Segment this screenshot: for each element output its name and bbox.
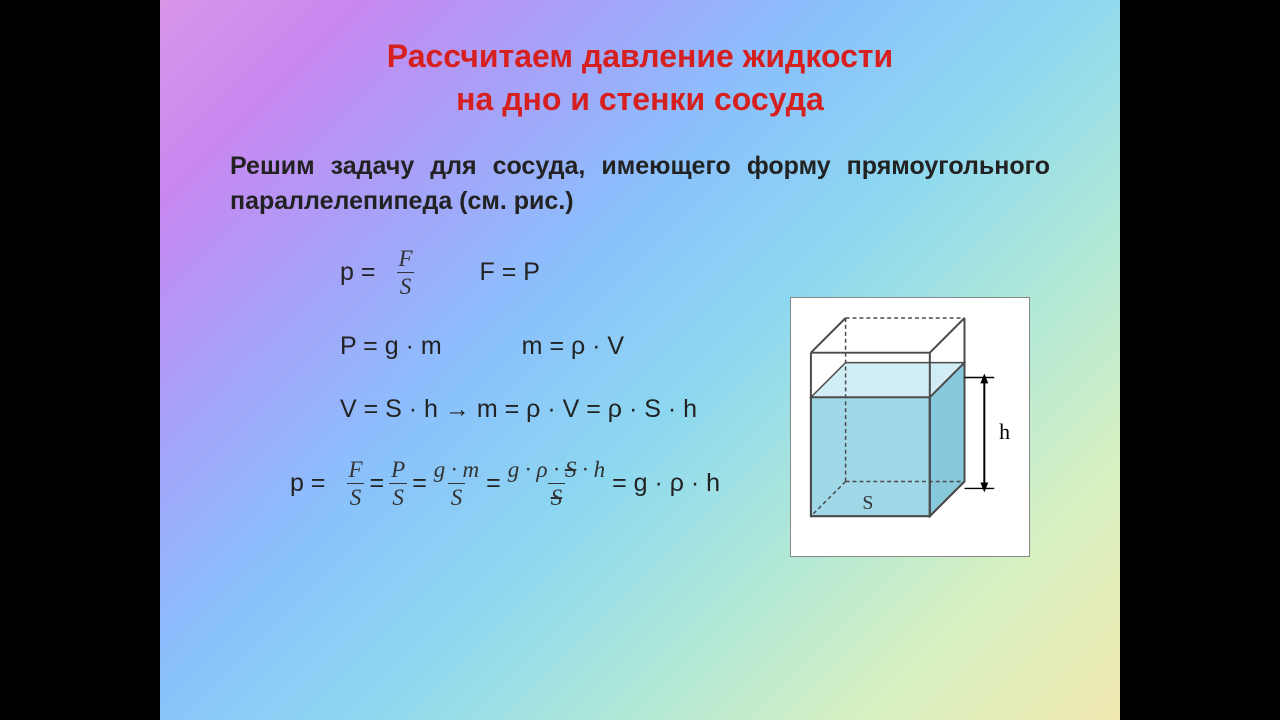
eq4-frac-2: P S [388, 458, 408, 509]
eq4-eq-3: = [486, 469, 501, 498]
label-s: S [862, 493, 873, 515]
eq2-b: m = ρ · V [522, 332, 624, 361]
eq2-a: P = g · m [340, 332, 442, 361]
eq1-fraction: F S [395, 247, 415, 298]
eq3-text: V = S · h → m = ρ · V = ρ · S · h [340, 395, 697, 424]
title-line-1: Рассчитаем давление жидкости [387, 38, 893, 74]
eq4-frac-4: g · ρ · S · h S [505, 458, 608, 509]
intro-text: Решим задачу для сосуда, имеющего форму … [230, 149, 1050, 219]
slide-title: Рассчитаем давление жидкости на дно и ст… [230, 35, 1050, 121]
eq4-start: p = [290, 469, 325, 498]
eq1-rhs: F = P [480, 258, 540, 287]
slide: Рассчитаем давление жидкости на дно и ст… [160, 0, 1120, 720]
equations-area: p = F S F = P P = g · m m = ρ · V V = S … [230, 247, 1050, 509]
cube-diagram: h S [790, 297, 1030, 557]
eq4-end: = g · ρ · h [612, 469, 720, 498]
eq4-eq-1: = [370, 469, 385, 498]
eq1-lhs: p = [340, 258, 375, 287]
equation-1: p = F S F = P [340, 247, 1050, 298]
eq4-frac-3: g · m S [431, 458, 482, 509]
eq4-frac-1: F S [345, 458, 365, 509]
cube-svg: h S [801, 308, 1019, 546]
title-line-2: на дно и стенки сосуда [456, 81, 824, 117]
eq4-eq-2: = [412, 469, 427, 498]
label-h: h [999, 420, 1010, 444]
